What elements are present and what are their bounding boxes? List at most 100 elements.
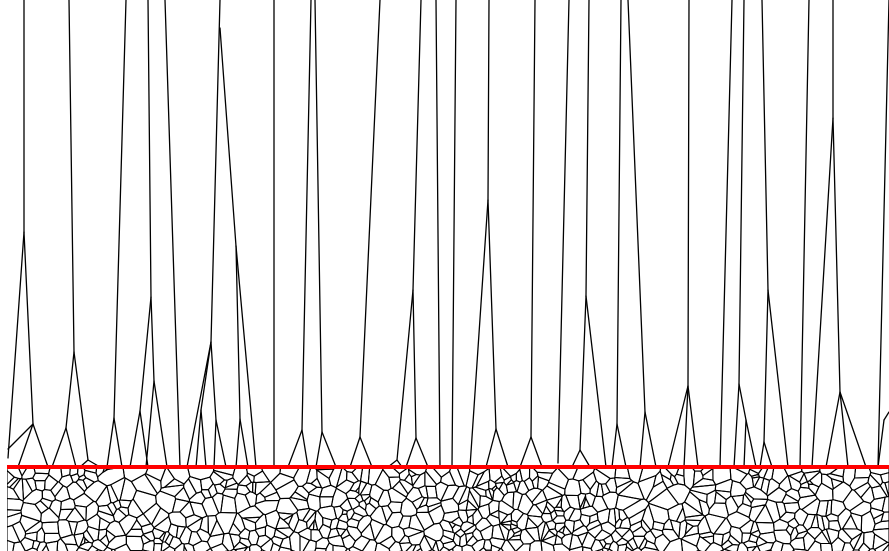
grain-boundary-line — [210, 341, 217, 421]
grain-boundary-line — [150, 296, 155, 382]
grain-boundary-line — [839, 391, 867, 468]
voronoi-cell — [341, 509, 348, 516]
grain-boundary-line — [530, 436, 543, 468]
grain-boundary-line — [435, 0, 441, 468]
grain-boundary-line — [235, 245, 257, 468]
grain-boundary-line — [349, 436, 361, 468]
voronoi-cell — [872, 533, 888, 550]
voronoi-cell — [142, 540, 155, 551]
voronoi-cell — [561, 533, 573, 551]
grain-boundary-line — [287, 429, 303, 468]
grain-boundary-line — [745, 419, 757, 468]
grain-boundary-line — [877, 419, 885, 468]
voronoi-cell — [542, 485, 564, 501]
voronoi-cell — [797, 494, 819, 511]
grain-boundary-line — [579, 449, 591, 468]
voronoi-cell — [136, 513, 152, 528]
voronoi-cell — [350, 512, 365, 522]
grain-boundary-line — [825, 391, 841, 468]
grain-boundary-line — [405, 437, 417, 468]
voronoi-cell — [167, 523, 179, 538]
voronoi-cell — [794, 530, 809, 540]
grain-boundary-line — [639, 411, 646, 468]
voronoi-cell — [259, 482, 278, 498]
voronoi-cell — [531, 475, 540, 489]
grain-boundary-line — [23, 231, 34, 425]
voronoi-cell — [228, 522, 242, 536]
voronoi-cell — [210, 543, 229, 551]
grain-boundary-line — [487, 199, 497, 430]
voronoi-cell — [209, 470, 226, 486]
voronoi-cell — [106, 501, 118, 516]
voronoi-cell — [519, 528, 536, 545]
voronoi-cell — [615, 479, 635, 496]
voronoi-cell — [614, 527, 631, 538]
voronoi-cell — [290, 549, 296, 551]
grain-boundary-line — [519, 436, 532, 468]
voronoi-cell — [349, 480, 362, 492]
voronoi-cell — [495, 482, 504, 490]
voronoi-cell — [787, 517, 800, 529]
grain-boundary-line — [396, 289, 414, 461]
voronoi-cell — [11, 520, 27, 543]
grain-boundary-line — [683, 385, 689, 468]
voronoi-cell — [485, 549, 492, 551]
grain-boundary-line — [883, 411, 889, 421]
voronoi-cell — [407, 530, 425, 546]
grain-boundary-line — [616, 423, 627, 468]
voronoi-cell — [273, 528, 289, 540]
voronoi-cell — [645, 480, 668, 504]
voronoi-cell — [825, 528, 840, 545]
grain-boundary-line — [7, 231, 25, 459]
voronoi-cell — [416, 547, 423, 551]
voronoi-cell — [54, 485, 71, 503]
voronoi-cell — [119, 477, 138, 502]
grain-boundary-line — [129, 410, 141, 468]
voronoi-cell — [468, 487, 481, 509]
grain-boundary-line — [139, 296, 152, 412]
voronoi-cell — [330, 487, 349, 508]
voronoi-cell — [275, 516, 291, 530]
voronoi-cell — [590, 538, 605, 551]
voronoi-cell — [697, 515, 712, 535]
grain-boundary-line — [719, 0, 733, 468]
voronoi-cell — [36, 541, 47, 551]
voronoi-cell — [727, 534, 741, 546]
voronoi-cell — [746, 545, 757, 551]
voronoi-cell — [310, 529, 324, 543]
grain-boundary-line — [164, 0, 181, 468]
voronoi-cell — [77, 474, 87, 481]
voronoi-cell — [144, 473, 162, 495]
grain-boundary-line — [738, 383, 747, 421]
grain-boundary-line — [321, 431, 337, 468]
voronoi-cell — [695, 535, 712, 551]
voronoi-cell — [253, 470, 271, 484]
grain-boundary-line — [106, 417, 115, 468]
grain-boundary-line — [315, 431, 323, 468]
voronoi-cell — [819, 542, 833, 551]
grain-boundary-line — [611, 423, 618, 468]
voronoi-cell — [617, 543, 628, 551]
voronoi-cell — [545, 519, 557, 531]
grain-boundary-line — [487, 0, 490, 201]
grain-boundary-line — [667, 385, 689, 468]
grain-boundary-line — [557, 0, 570, 464]
voronoi-cell — [492, 487, 505, 503]
voronoi-cell — [721, 531, 731, 547]
voronoi-cell — [361, 539, 378, 551]
voronoi-cell — [577, 492, 587, 509]
grain-boundary-line — [644, 411, 657, 468]
grain-boundary-line — [799, 0, 810, 468]
voronoi-cell — [751, 476, 761, 488]
voronoi-cell — [505, 482, 518, 494]
voronoi-cell — [816, 500, 829, 517]
grain-boundary-line — [359, 0, 381, 438]
voronoi-cell — [582, 546, 593, 551]
grain-boundary-line — [314, 0, 323, 433]
voronoi-cell — [346, 525, 363, 542]
voronoi-cell — [669, 473, 679, 486]
grain-boundary-line — [219, 27, 237, 247]
voronoi-cell — [97, 504, 114, 517]
grain-boundary-line — [215, 419, 227, 468]
voronoi-cell — [675, 507, 686, 524]
